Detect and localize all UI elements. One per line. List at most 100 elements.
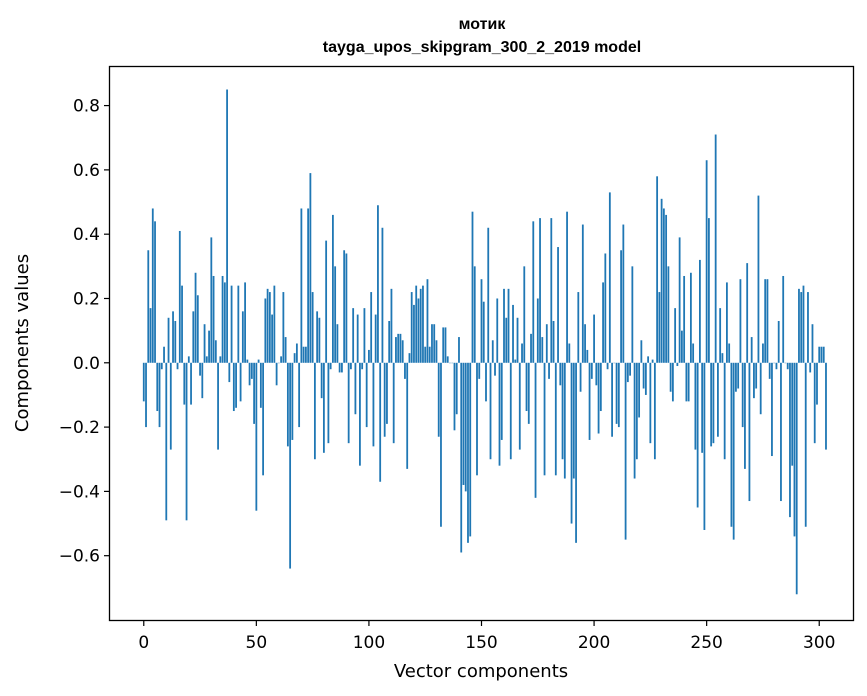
bar [374, 314, 377, 363]
bar [359, 362, 361, 466]
y-tick-label: 0.0 [73, 354, 100, 374]
bar [656, 176, 659, 363]
bar [735, 362, 737, 392]
bar [766, 279, 769, 363]
bar [392, 362, 395, 444]
bar [293, 353, 296, 363]
bar [503, 288, 505, 363]
bar [550, 218, 553, 363]
bar [728, 343, 731, 363]
bar [595, 362, 598, 386]
bar [221, 275, 224, 363]
bar [334, 266, 337, 363]
bar [226, 89, 228, 363]
bar [156, 362, 159, 412]
bar [719, 308, 722, 363]
bar [322, 362, 325, 453]
y-tick-label: 0.6 [73, 161, 100, 181]
bar [298, 362, 301, 428]
bar [757, 195, 760, 363]
bar [750, 337, 753, 363]
bar [395, 337, 397, 363]
bar [793, 362, 796, 537]
bar [181, 285, 183, 363]
bar [800, 292, 803, 363]
x-tick-label: 250 [690, 633, 722, 653]
bar [813, 362, 816, 444]
bar [160, 362, 163, 370]
bar [777, 320, 780, 363]
bar [816, 362, 818, 405]
bar [419, 288, 422, 363]
bar [437, 362, 440, 437]
bar [588, 362, 591, 440]
bar [343, 250, 346, 363]
bar [789, 362, 791, 518]
bar [172, 311, 174, 363]
y-tick-label: 0.2 [73, 289, 100, 309]
bar [329, 362, 332, 370]
bar [635, 362, 638, 460]
bar [532, 221, 535, 363]
bar [446, 356, 449, 363]
bar [820, 346, 823, 363]
bar [548, 362, 550, 379]
bar [685, 362, 688, 402]
bar [575, 362, 577, 543]
bar [717, 362, 719, 437]
bar [687, 362, 690, 402]
bar [444, 327, 447, 363]
bar [647, 356, 650, 363]
bar [415, 285, 418, 363]
bar [602, 282, 604, 363]
bar [557, 247, 559, 363]
bar [509, 362, 512, 460]
bar [584, 324, 586, 363]
bar [608, 192, 611, 363]
bar [822, 346, 825, 363]
bar [336, 324, 339, 363]
bar [622, 224, 625, 363]
bar [239, 362, 242, 402]
bar [606, 362, 609, 370]
bar [259, 362, 262, 408]
bar [689, 272, 692, 363]
bar [370, 292, 373, 363]
bar [692, 343, 695, 363]
bar [732, 362, 735, 540]
bar [471, 211, 474, 363]
bar [798, 288, 800, 363]
bar [714, 134, 717, 363]
bar [271, 314, 274, 363]
bar [649, 362, 652, 444]
bar [291, 362, 294, 440]
bar [212, 275, 215, 363]
bar [748, 362, 751, 502]
x-tick-label: 100 [353, 633, 385, 653]
bar [142, 362, 145, 402]
bar [201, 362, 204, 399]
bar [381, 227, 384, 363]
bar [176, 362, 179, 370]
bar [680, 330, 683, 363]
bar [521, 343, 523, 363]
bar [469, 362, 472, 537]
bar [253, 362, 255, 424]
bar [205, 356, 208, 363]
bar [726, 282, 728, 363]
bar [307, 208, 310, 363]
bar [354, 362, 357, 415]
bar [539, 218, 541, 363]
bar [723, 362, 726, 460]
bar [410, 292, 413, 363]
x-tick-label: 300 [803, 633, 835, 653]
bar [275, 362, 278, 386]
bar [174, 320, 177, 363]
bar [615, 362, 618, 424]
bar [825, 362, 827, 450]
bar [244, 282, 246, 363]
bar [653, 362, 656, 460]
bar [552, 320, 555, 363]
bar [208, 330, 210, 363]
bar [541, 337, 544, 363]
